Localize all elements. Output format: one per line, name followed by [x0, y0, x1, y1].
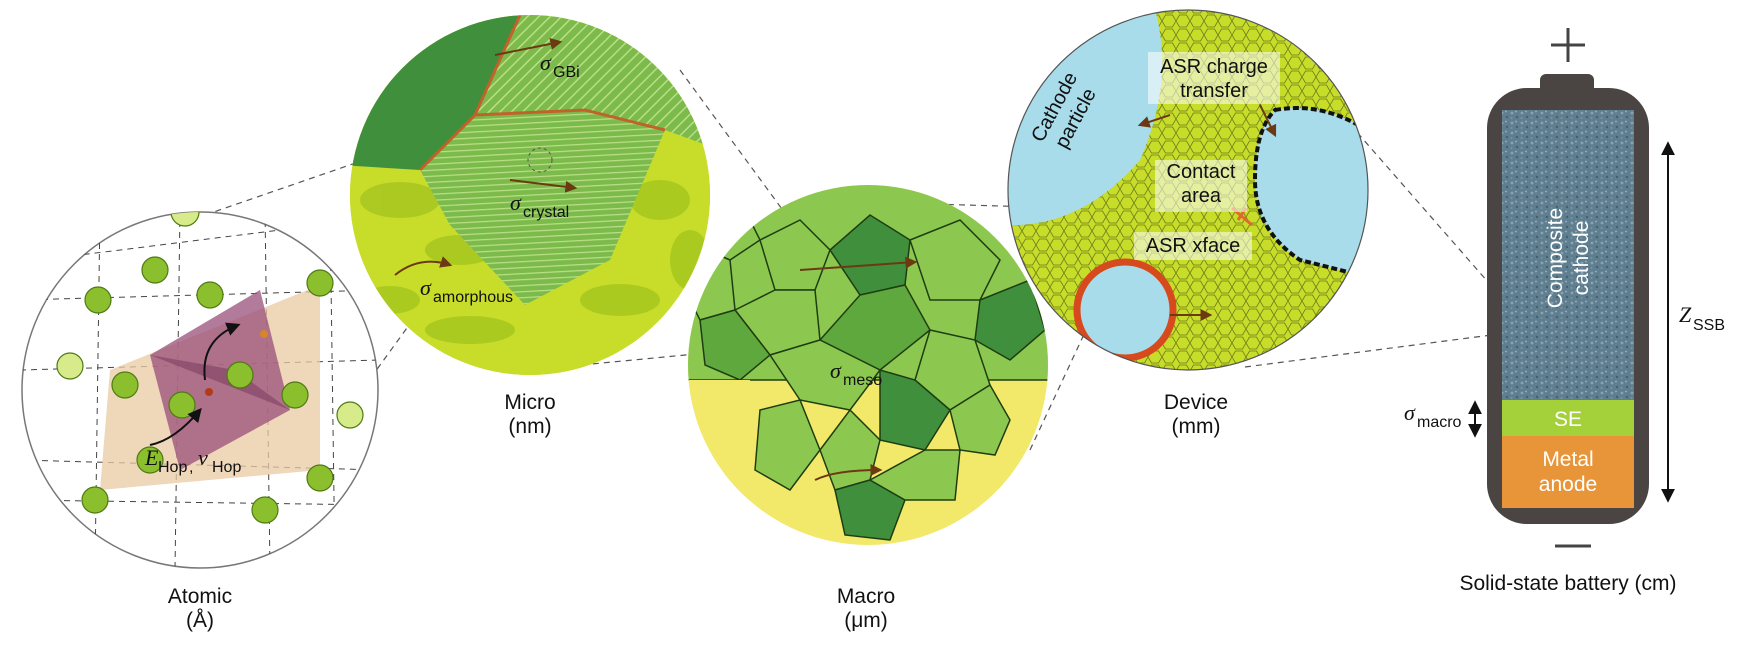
- nu-hop-subscript: Hop: [212, 459, 241, 476]
- sigma-amorphous-symbol: σ: [420, 275, 432, 300]
- device-panel: Cathode particle ASR charge transfer Con…: [1007, 9, 1369, 371]
- micro-unit: (nm): [508, 415, 551, 438]
- micro-caption: Micro: [504, 391, 555, 414]
- composite-cathode-line2: cathode: [1570, 221, 1593, 296]
- contact-area-line2: area: [1181, 185, 1222, 207]
- asr-xface-label: ASR xface: [1146, 235, 1240, 257]
- atomic-caption: Atomic: [168, 585, 232, 608]
- z-ssb-symbol: Z: [1679, 302, 1692, 327]
- cathode-particle-right: [1252, 106, 1368, 283]
- device-caption: Device: [1164, 391, 1228, 414]
- atomic-unit: (Å): [186, 609, 214, 632]
- macro-panel: σ meso: [688, 185, 1048, 545]
- grains: [688, 199, 1046, 541]
- cathode-particle-bottom: [1073, 258, 1177, 362]
- sigma-crystal-symbol: σ: [510, 190, 522, 215]
- z-ssb-subscript: SSB: [1693, 317, 1725, 334]
- battery: Composite cathode SE Metal anode σ macro…: [1404, 28, 1725, 548]
- metal-anode-line1: Metal: [1542, 448, 1593, 471]
- sigma-macro-symbol: σ: [1404, 400, 1416, 425]
- sigma-gbi-symbol: σ: [540, 50, 552, 75]
- atomic-panel: E Hop , ν Hop: [21, 211, 379, 569]
- macro-unit: (μm): [844, 609, 888, 632]
- se-layer: [1502, 400, 1634, 436]
- sigma-macro-subscript: macro: [1417, 414, 1462, 431]
- e-hop-subscript: Hop: [158, 459, 187, 476]
- scale-captions: Atomic (Å) Micro (nm) Macro (μm) Device …: [168, 391, 1677, 632]
- metal-anode-line2: anode: [1539, 473, 1597, 496]
- e-hop-symbol: E: [144, 445, 159, 470]
- battery-caption: Solid-state battery (cm): [1459, 572, 1676, 595]
- se-label: SE: [1554, 408, 1582, 431]
- macro-caption: Macro: [837, 585, 895, 608]
- nu-hop-symbol: ν: [198, 445, 208, 470]
- asr-charge-transfer-line2: transfer: [1180, 80, 1248, 102]
- composite-cathode-line1: Composite: [1544, 208, 1567, 308]
- asr-charge-transfer-line1: ASR charge: [1160, 56, 1268, 78]
- contact-area-line1: Contact: [1167, 161, 1236, 183]
- striped-grain-crystal: [420, 110, 665, 305]
- sigma-crystal-subscript: crystal: [523, 204, 569, 221]
- sigma-meso-subscript: meso: [843, 372, 882, 389]
- e-hop-comma: ,: [189, 459, 193, 476]
- metal-anode-layer: [1502, 436, 1634, 508]
- micro-panel: σ GBi σ crystal σ amorphous: [350, 15, 710, 375]
- device-unit: (mm): [1172, 415, 1221, 438]
- sigma-meso-symbol: σ: [830, 358, 842, 383]
- sigma-amorphous-subscript: amorphous: [433, 289, 513, 306]
- composite-cathode-layer: [1502, 110, 1634, 400]
- sigma-gbi-subscript: GBi: [553, 64, 580, 81]
